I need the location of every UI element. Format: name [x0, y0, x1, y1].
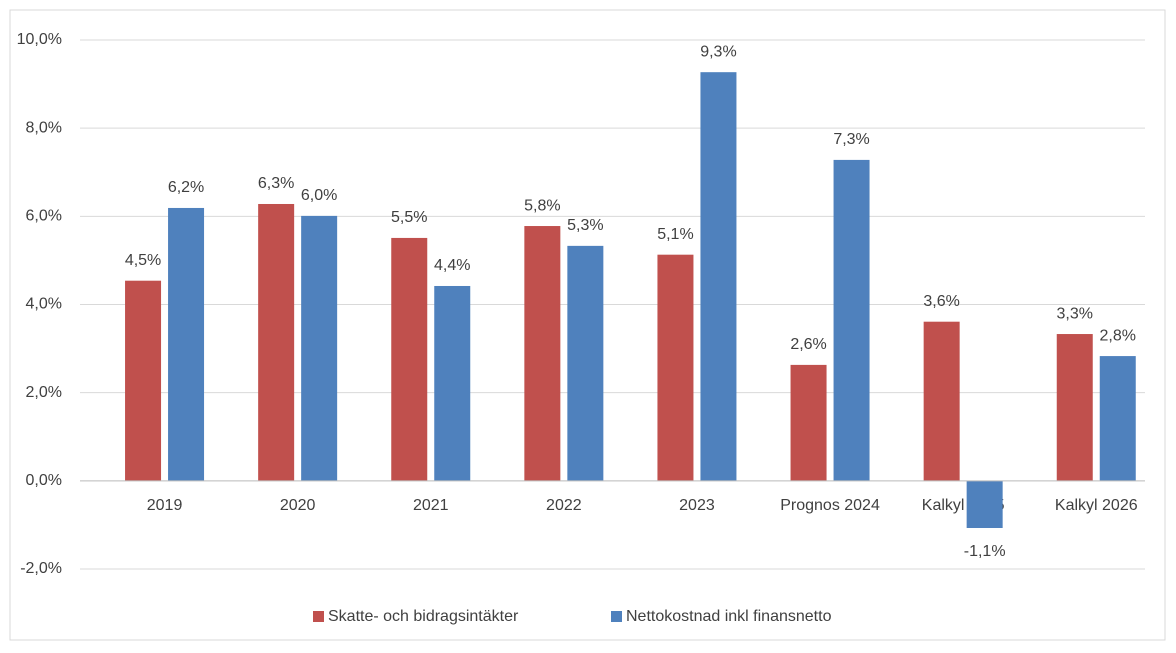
data-label: 4,5%	[125, 252, 161, 269]
x-tick-label: 2019	[147, 497, 183, 514]
bar	[790, 364, 827, 481]
bar	[125, 280, 162, 481]
data-label: 4,4%	[434, 257, 470, 274]
bar	[1099, 356, 1136, 481]
data-label: 5,3%	[567, 217, 603, 234]
x-tick-label: Kalkyl 2026	[1055, 497, 1138, 514]
data-label: 3,6%	[923, 293, 959, 310]
data-label: 2,8%	[1100, 327, 1136, 344]
y-tick-label: 2,0%	[26, 384, 62, 401]
bar	[966, 480, 1003, 529]
legend-swatch	[611, 611, 622, 622]
bar	[391, 237, 428, 481]
bar	[168, 207, 205, 481]
y-tick-label: 10,0%	[17, 31, 62, 48]
bar	[833, 159, 870, 481]
x-tick-label: 2022	[546, 497, 582, 514]
x-tick-label: 2020	[280, 497, 316, 514]
y-tick-label: -2,0%	[20, 560, 62, 577]
bar	[1056, 334, 1093, 481]
bar	[923, 321, 960, 481]
data-label: 5,1%	[657, 226, 693, 243]
data-label: -1,1%	[964, 543, 1006, 560]
bar	[657, 254, 694, 481]
data-label: 5,5%	[391, 209, 427, 226]
data-label: 5,8%	[524, 197, 560, 214]
bar	[434, 285, 471, 481]
y-tick-label: 0,0%	[26, 472, 62, 489]
x-tick-label: 2021	[413, 497, 449, 514]
legend-swatch	[313, 611, 324, 622]
bar	[700, 72, 737, 481]
data-label: 3,3%	[1057, 305, 1093, 322]
bar	[524, 226, 561, 481]
x-tick-label: 2023	[679, 497, 715, 514]
legend-label: Skatte- och bidragsintäkter	[328, 608, 519, 625]
x-tick-label: Prognos 2024	[780, 497, 880, 514]
bar	[301, 215, 338, 481]
data-label: 2,6%	[790, 336, 826, 353]
data-label: 9,3%	[700, 43, 736, 60]
bar	[258, 203, 295, 481]
data-label: 6,0%	[301, 187, 337, 204]
y-tick-label: 4,0%	[26, 296, 62, 313]
y-tick-label: 8,0%	[26, 119, 62, 136]
legend-label: Nettokostnad inkl finansnetto	[626, 608, 832, 625]
bar	[567, 245, 604, 481]
y-tick-label: 6,0%	[26, 208, 62, 225]
data-label: 6,3%	[258, 175, 294, 192]
data-label: 7,3%	[833, 131, 869, 148]
data-label: 6,2%	[168, 179, 204, 196]
